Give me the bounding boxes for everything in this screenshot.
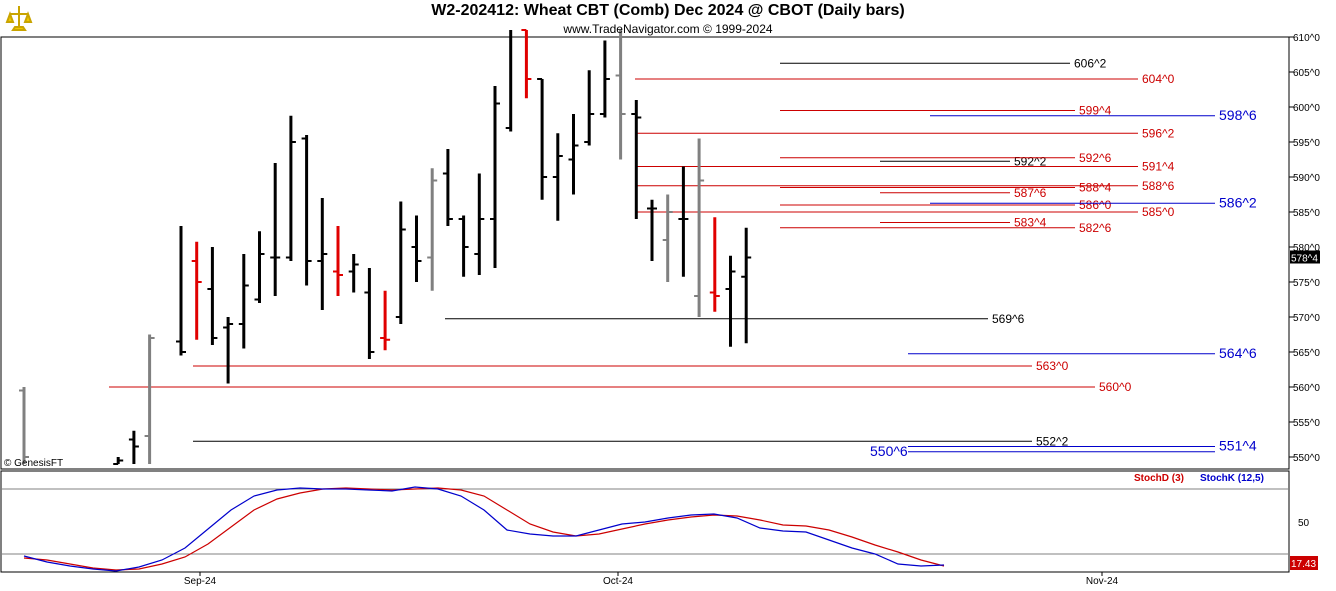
level-label: 560^0 (1099, 380, 1132, 394)
chart-frame (0, 36, 1290, 573)
level-label: 583^4 (1014, 216, 1047, 230)
stochastic-panel: 50 17.43 (23, 486, 1318, 572)
price-tick-label: 560^0 (1293, 383, 1320, 394)
price-tick-label: 605^0 (1293, 68, 1320, 79)
level-label: 588^6 (1142, 179, 1175, 193)
level-label: 564^6 (1219, 345, 1257, 361)
price-panel-border (0, 36, 1290, 470)
date-tick-label: Sep-24 (184, 576, 217, 587)
price-bars (19, 29, 752, 465)
stoch-series-line (23, 486, 945, 572)
price-tick-label: 570^0 (1293, 313, 1320, 324)
level-label: 596^2 (1142, 126, 1175, 140)
stochd-legend: StochD (3) (1134, 473, 1184, 484)
stochk-legend: StochK (12,5) (1200, 473, 1264, 484)
price-tick-label: 580^0 (1293, 243, 1320, 254)
chart-subtitle: www.TradeNavigator.com © 1999-2024 (563, 22, 773, 36)
level-label: 604^0 (1142, 72, 1175, 86)
level-label: 563^0 (1036, 359, 1069, 373)
level-label: 587^6 (1014, 186, 1047, 200)
copyright-label: © GenesisFT (4, 458, 64, 469)
price-tick-label: 565^0 (1293, 348, 1320, 359)
level-label: 588^4 (1079, 181, 1112, 195)
date-axis: Sep-24 Oct-24 Nov-24 (184, 572, 1119, 587)
date-tick-label: Nov-24 (1086, 576, 1119, 587)
stoch-last-label: 17.43 (1291, 559, 1316, 570)
chart-title: W2-202412: Wheat CBT (Comb) Dec 2024 @ C… (431, 2, 905, 19)
price-axis: 550^0 555^0 560^0 565^0 570^0 575^0 580^0 585^0… (1289, 33, 1320, 464)
level-label: 598^6 (1219, 107, 1257, 123)
price-tick-label: 595^0 (1293, 138, 1320, 149)
level-label: 606^2 (1074, 56, 1107, 70)
level-label: 592^6 (1079, 151, 1112, 165)
date-tick-label: Oct-24 (603, 576, 633, 587)
level-label: 550^6 (870, 443, 908, 459)
price-tick-label: 610^0 (1293, 33, 1320, 44)
level-label: 582^6 (1079, 221, 1112, 235)
stoch-series-line (23, 487, 945, 571)
price-tick-label: 555^0 (1293, 418, 1320, 429)
price-tick-label: 590^0 (1293, 173, 1320, 184)
level-label: 552^2 (1036, 434, 1069, 448)
level-label: 586^2 (1219, 194, 1257, 210)
price-tick-label: 585^0 (1293, 208, 1320, 219)
stoch-tick-label: 50 (1298, 518, 1310, 529)
last-price-box (1290, 250, 1320, 264)
level-label: 585^0 (1142, 205, 1175, 219)
level-label: 569^6 (992, 312, 1025, 326)
price-tick-label: 575^0 (1293, 278, 1320, 289)
level-label: 591^4 (1142, 160, 1175, 174)
last-price-label: 578^4 (1291, 254, 1318, 265)
price-tick-label: 600^0 (1293, 103, 1320, 114)
level-label: 599^4 (1079, 104, 1112, 118)
level-label: 586^0 (1079, 198, 1112, 212)
level-label: 551^4 (1219, 438, 1257, 454)
trade-navigator-logo-icon (4, 4, 34, 34)
price-tick-label: 550^0 (1293, 453, 1320, 464)
stoch-last-box (1290, 556, 1318, 570)
